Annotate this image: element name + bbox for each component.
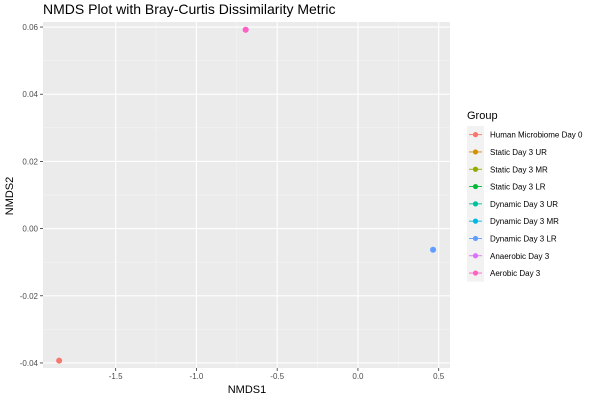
x-tick-label: -1.0 <box>190 372 204 381</box>
legend-key-point <box>472 149 479 155</box>
legend-label: Human Microbiome Day 0 <box>490 131 583 140</box>
legend-label: Static Day 3 UR <box>490 148 547 157</box>
legend-key-point <box>472 201 479 207</box>
legend-item: Dynamic Day 3 LR <box>467 229 557 248</box>
x-tick-label: 0.0 <box>352 372 364 381</box>
legend-key-point <box>472 218 479 224</box>
y-axis-ticks: -0.04 -0.02 0.00 0.02 0.04 0.06 <box>20 23 43 368</box>
x-axis-title: NMDS1 <box>228 384 267 396</box>
legend-label: Dynamic Day 3 MR <box>490 217 559 226</box>
legend-label: Static Day 3 MR <box>490 165 548 174</box>
legend-item: Aerobic Day 3 <box>467 264 541 282</box>
y-tick-label: 0.06 <box>22 23 38 32</box>
y-tick-label: 0.00 <box>22 225 38 234</box>
legend-item: Static Day 3 MR <box>467 160 548 178</box>
y-tick-label: -0.02 <box>20 292 39 301</box>
legend-item: Human Microbiome Day 0 <box>467 126 583 144</box>
legend-item: Static Day 3 LR <box>467 177 546 196</box>
legend-item: Dynamic Day 3 MR <box>467 212 559 230</box>
x-tick-label: -1.5 <box>109 372 123 381</box>
x-axis-ticks: -1.5 -1.0 -0.5 0.0 0.5 <box>109 368 445 381</box>
legend-label: Dynamic Day 3 UR <box>490 200 558 209</box>
legend-key-point <box>472 270 479 276</box>
legend-title: Group <box>467 110 498 122</box>
legend-item: Anaerobic Day 3 <box>467 247 550 265</box>
chart-title: NMDS Plot with Bray-Curtis Dissimilarity… <box>43 1 335 17</box>
major-gridlines <box>43 22 450 368</box>
data-point <box>430 246 437 253</box>
y-axis-title: NMDS2 <box>4 177 16 216</box>
data-points <box>56 26 437 364</box>
minor-gridlines <box>43 22 450 368</box>
legend-key-point <box>472 235 479 242</box>
y-tick-label: 0.02 <box>22 157 38 166</box>
x-tick-label: 0.5 <box>433 372 445 381</box>
legend-label: Dynamic Day 3 LR <box>490 234 557 243</box>
legend-label: Aerobic Day 3 <box>490 269 541 278</box>
legend-key-point <box>472 253 479 259</box>
legend-item: Dynamic Day 3 UR <box>467 195 558 213</box>
legend-key-point <box>472 132 479 138</box>
x-tick-label: -0.5 <box>270 372 284 381</box>
y-tick-label: 0.04 <box>22 90 38 99</box>
legend-key-point <box>472 183 479 190</box>
legend-item: Static Day 3 UR <box>467 143 547 161</box>
legend-label: Anaerobic Day 3 <box>490 252 550 261</box>
y-tick-label: -0.04 <box>20 359 39 368</box>
legend-items: Human Microbiome Day 0 Static Day 3 UR Sta… <box>467 126 583 282</box>
data-point <box>56 357 63 364</box>
legend-label: Static Day 3 LR <box>490 183 546 192</box>
legend: Group Human Microbiome Day 0 Static Day 3… <box>467 110 583 282</box>
data-point <box>242 26 249 33</box>
legend-key-point <box>472 166 479 172</box>
